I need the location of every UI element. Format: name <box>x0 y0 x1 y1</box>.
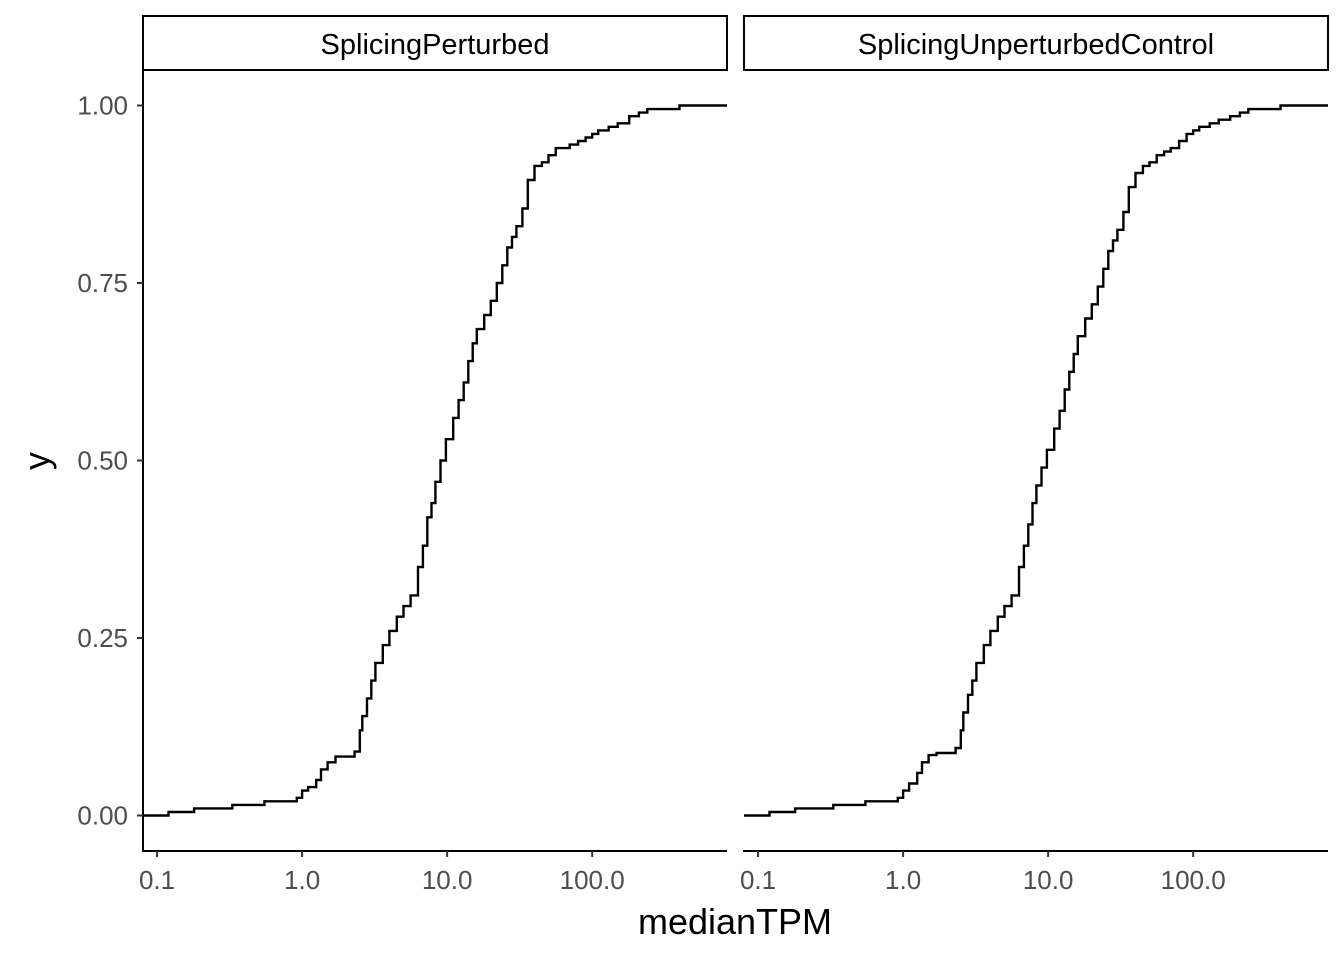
strip-label: SplicingUnperturbedControl <box>858 29 1214 61</box>
strip-box <box>743 15 1329 71</box>
x-tick-label: 100.0 <box>1161 865 1226 895</box>
x-tick-label: 0.1 <box>740 865 776 895</box>
y-tick-label: 1.00 <box>77 91 128 121</box>
y-tick-label: 0.50 <box>77 446 128 476</box>
strip-box <box>142 15 728 71</box>
x-tick-label: 10.0 <box>422 865 473 895</box>
facet-panel-splicing-perturbed: SplicingPerturbed <box>142 15 728 852</box>
series-layer <box>143 104 1328 817</box>
x-tick-label: 100.0 <box>560 865 625 895</box>
ecdf-line <box>744 104 1328 817</box>
x-tick-label: 1.0 <box>885 865 921 895</box>
x-axis-ticks: 0.1 1.0 10.0 100.0 0.1 1.0 10.0 100.0 <box>139 851 1226 895</box>
x-tick-label: 0.1 <box>139 865 175 895</box>
ecdf-line <box>143 104 727 817</box>
y-tick-label: 0.25 <box>77 623 128 653</box>
y-tick-label: 0.75 <box>77 268 128 298</box>
x-tick-label: 10.0 <box>1023 865 1074 895</box>
x-axis-title: medianTPM <box>638 901 832 942</box>
y-axis-ticks: 0.00 0.25 0.50 0.75 1.00 <box>77 91 143 831</box>
x-tick-label: 1.0 <box>284 865 320 895</box>
strip-label: SplicingPerturbed <box>321 29 550 61</box>
facet-panel-splicing-unperturbed-control: SplicingUnperturbedControl <box>743 15 1329 852</box>
y-tick-label: 0.00 <box>77 801 128 831</box>
y-axis-title: y <box>16 452 57 470</box>
